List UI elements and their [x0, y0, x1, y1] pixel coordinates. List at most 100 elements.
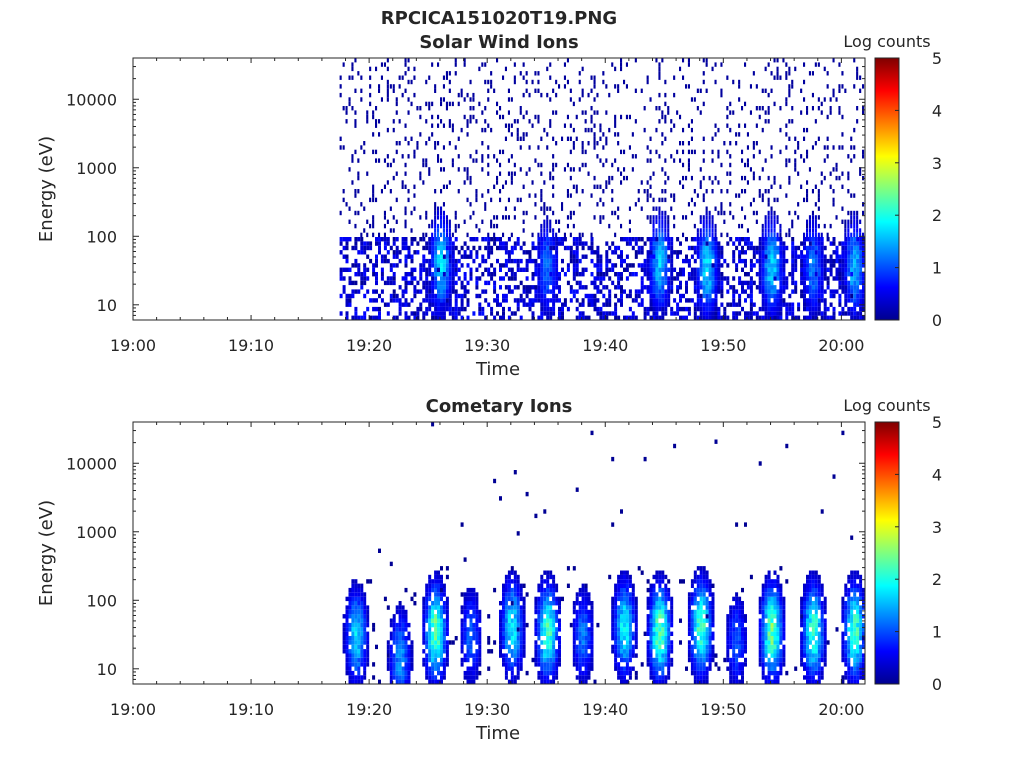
- heatmap-cell: [467, 233, 469, 237]
- heatmap-cell: [511, 671, 514, 675]
- heatmap-cell: [853, 246, 856, 250]
- heatmap-cell: [546, 614, 549, 618]
- heatmap-cell: [812, 241, 815, 245]
- heatmap-cell: [647, 619, 650, 623]
- heatmap-cell: [644, 632, 647, 636]
- heatmap-cell: [349, 281, 352, 285]
- heatmap-cell: [505, 124, 507, 128]
- heatmap-cell: [591, 636, 594, 640]
- heatmap-cell: [800, 294, 803, 298]
- heatmap-cell: [611, 176, 613, 180]
- heatmap-cell: [360, 202, 362, 206]
- heatmap-cell: [340, 76, 342, 80]
- colorbar-tick-label: 4: [932, 101, 942, 120]
- heatmap-cell: [540, 592, 543, 596]
- heatmap-cell: [679, 180, 681, 184]
- heatmap-cell: [443, 645, 446, 649]
- heatmap-cell: [393, 675, 396, 679]
- heatmap-cell: [357, 627, 360, 631]
- heatmap-cell: [349, 653, 352, 657]
- heatmap-cell: [785, 62, 787, 66]
- heatmap-cell: [514, 207, 516, 211]
- heatmap-cell: [836, 215, 838, 219]
- heatmap-cell: [655, 675, 658, 679]
- heatmap-cell: [620, 584, 623, 588]
- heatmap-cell: [431, 259, 434, 263]
- heatmap-cell: [475, 119, 477, 123]
- heatmap-cell: [526, 110, 528, 114]
- heatmap-cell: [594, 285, 597, 289]
- heatmap-cell: [650, 250, 653, 254]
- heatmap-cell: [437, 259, 440, 263]
- heatmap-cell: [464, 675, 467, 679]
- heatmap-cell: [588, 316, 591, 320]
- heatmap-cell: [594, 263, 597, 267]
- heatmap-cell: [517, 268, 520, 272]
- heatmap-cell: [841, 207, 843, 211]
- heatmap-cell: [511, 259, 514, 263]
- heatmap-cell: [596, 154, 598, 158]
- heatmap-cell: [546, 675, 549, 679]
- heatmap-cell: [655, 58, 657, 62]
- heatmap-cell: [661, 198, 663, 202]
- heatmap-cell: [360, 653, 363, 657]
- heatmap-cell: [596, 185, 598, 189]
- heatmap-cell: [667, 281, 670, 285]
- heatmap-cell: [505, 592, 508, 596]
- heatmap-cell: [543, 619, 546, 623]
- heatmap-cell: [771, 224, 773, 228]
- heatmap-cell: [588, 667, 591, 671]
- heatmap-cell: [664, 259, 667, 263]
- heatmap-cell: [561, 307, 564, 311]
- heatmap-cell: [452, 263, 455, 267]
- heatmap-cell: [762, 198, 764, 202]
- heatmap-cell: [546, 93, 548, 97]
- heatmap-cell: [543, 680, 546, 684]
- heatmap-cell: [661, 276, 664, 280]
- heatmap-cell: [540, 298, 543, 302]
- heatmap-cell: [449, 141, 451, 145]
- heatmap-cell: [517, 658, 520, 662]
- heatmap-cell: [614, 115, 616, 119]
- heatmap-cell: [537, 658, 540, 662]
- heatmap-cell: [546, 207, 548, 211]
- heatmap-cell: [664, 276, 667, 280]
- heatmap-cell: [546, 645, 549, 649]
- heatmap-cell: [467, 316, 470, 320]
- heatmap-cell: [774, 316, 777, 320]
- heatmap-cell: [777, 289, 780, 293]
- heatmap-cell: [552, 636, 555, 640]
- heatmap-cell: [422, 263, 425, 267]
- heatmap-cell: [537, 316, 540, 320]
- heatmap-cell: [552, 154, 554, 158]
- heatmap-cell: [475, 662, 478, 666]
- heatmap-cell: [532, 124, 534, 128]
- heatmap-cell: [357, 653, 360, 657]
- heatmap-cell: [697, 89, 699, 93]
- heatmap-cell: [490, 84, 492, 88]
- heatmap-cell: [434, 294, 437, 298]
- heatmap-cell: [715, 132, 717, 136]
- heatmap-cell: [354, 636, 357, 640]
- heatmap-cell: [431, 276, 434, 280]
- heatmap-cell: [859, 237, 862, 241]
- heatmap-cell: [588, 172, 590, 176]
- heatmap-cell: [502, 592, 505, 596]
- heatmap-cell: [443, 167, 445, 171]
- heatmap-cell: [791, 263, 794, 267]
- heatmap-cell: [431, 298, 434, 302]
- heatmap-cell: [558, 627, 561, 631]
- heatmap-cell: [709, 215, 711, 219]
- heatmap-cell: [712, 189, 714, 193]
- heatmap-cell: [626, 575, 629, 579]
- heatmap-cell: [862, 211, 864, 215]
- heatmap-cell: [703, 311, 706, 315]
- heatmap-cell: [712, 220, 714, 224]
- heatmap-cell: [765, 110, 767, 114]
- heatmap-cell: [428, 619, 431, 623]
- heatmap-cell: [449, 241, 452, 245]
- heatmap-cell: [402, 289, 405, 293]
- heatmap-cell: [850, 215, 852, 219]
- heatmap-cell: [812, 268, 815, 272]
- heatmap-cell: [552, 246, 555, 250]
